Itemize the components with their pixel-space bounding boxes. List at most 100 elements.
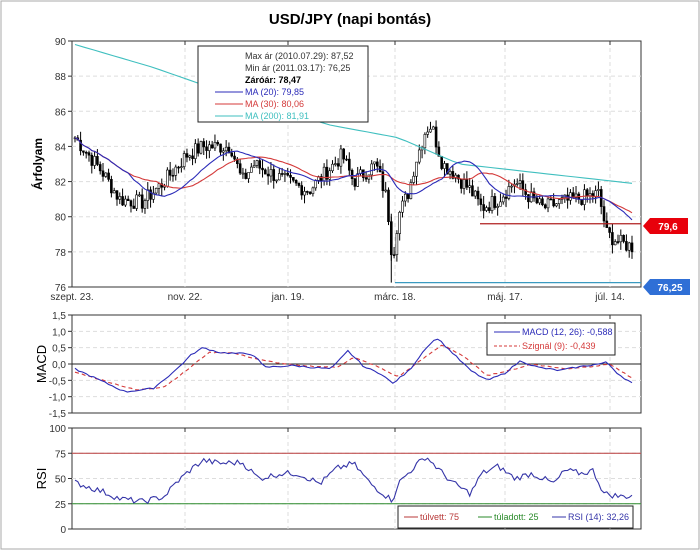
rsi-panel: 100 75 50 25 0 RSI [34,424,642,536]
candle-body [485,207,488,211]
legend-oversold: túladott: 25 [494,512,539,522]
candle-body [479,198,483,205]
candle-body [434,126,438,148]
candle-body [373,161,376,165]
candle-body [364,177,368,180]
candle-body [538,198,541,204]
candle-body [138,194,141,197]
candle-body [188,155,192,158]
candle-body [272,169,276,181]
legend-signal: Szignál (9): -0,439 [522,341,596,351]
candle-body [84,151,88,154]
candle-body [356,173,359,187]
candle-body [126,198,130,202]
candle-body [283,172,287,175]
candle-body [535,197,539,204]
candle-body [278,173,281,181]
candle-body [297,182,301,186]
candle-body [465,179,469,188]
candle-body [90,154,94,166]
candle-body [205,146,208,151]
candle-body [627,242,631,251]
candle-body [250,166,253,173]
legend-ma30: MA (30): 80,06 [245,99,304,109]
candle-body [574,193,578,198]
candle-body [168,169,172,176]
candle-body [401,200,404,213]
candle-body [597,189,600,191]
candle-body [451,171,455,179]
candle-body [311,187,315,194]
candle-body [334,163,337,165]
candle-body [549,198,553,201]
candle-body [622,234,625,242]
svg-text:76,25: 76,25 [657,283,682,294]
y-tick-label: 76 [55,283,67,294]
y-tick-label: 84 [55,142,67,153]
y-tick-label: 86 [55,107,67,118]
candle-body [619,234,623,243]
candle-body [406,193,410,199]
y-tick-label: 75 [55,449,67,460]
candle-body [93,156,96,166]
legend-max: Max ár (2010.07.29): 87,52 [245,51,354,61]
candle-body [501,196,505,203]
candle-body [110,179,113,194]
price-legend: Max ár (2010.07.29): 87,52 Min ár (2011.… [197,45,369,123]
candle-body [96,156,99,165]
x-tick-label: nov. 22. [168,292,203,303]
candle-body [518,180,522,184]
candle-body [342,148,346,160]
legend-ma200: MA (200): 81,91 [245,111,309,121]
candle-body [630,242,634,253]
candle-body [555,203,558,207]
candle-body [224,146,228,152]
candle-body [325,166,329,180]
candle-body [191,155,194,159]
candle-body [238,163,242,174]
y-tick-label: 0,5 [52,344,66,355]
candle-body [227,146,231,154]
y-axis-label: MACD [34,345,49,383]
y-tick-label: 78 [55,248,67,259]
candle-body [543,204,547,209]
y-axis-label: RSI [34,468,49,490]
candle-body [182,153,186,167]
candle-body [471,185,474,197]
candle-body [412,175,415,183]
candle-body [154,187,158,194]
candle-body [504,196,508,199]
candle-body [585,189,589,196]
candle-body [437,146,441,157]
y-tick-label: 80 [55,213,67,224]
candle-body [328,170,332,180]
candle-body [264,169,267,175]
x-tick-label: jan. 19. [271,292,305,303]
candle-body [521,180,525,191]
candle-body [132,205,136,209]
candle-body [387,189,390,222]
candle-body [135,194,138,209]
x-tick-label: máj. 17. [487,292,523,303]
candle-body [476,190,480,200]
legend-min: Min ár (2011.03.17): 76,25 [245,63,350,73]
legend-close: Záróár: 78,47 [245,75,301,85]
candle-body [219,143,222,153]
candle-body [482,204,485,211]
candle-body [569,192,572,201]
y-tick-label: -0,5 [49,376,67,387]
candle-body [98,164,102,172]
candle-body [496,206,499,208]
candle-body [454,174,457,179]
candle-body [196,143,200,154]
candle-body [140,194,144,209]
candle-body [375,161,379,167]
candle-body [331,163,334,172]
candle-body [417,149,421,163]
candle-body [115,190,119,200]
x-tick-label: márc. 18. [374,292,416,303]
candle-body [82,150,85,153]
candle-body [314,179,318,189]
candle-body [583,189,586,205]
x-tick-label: júl. 14. [594,292,624,303]
